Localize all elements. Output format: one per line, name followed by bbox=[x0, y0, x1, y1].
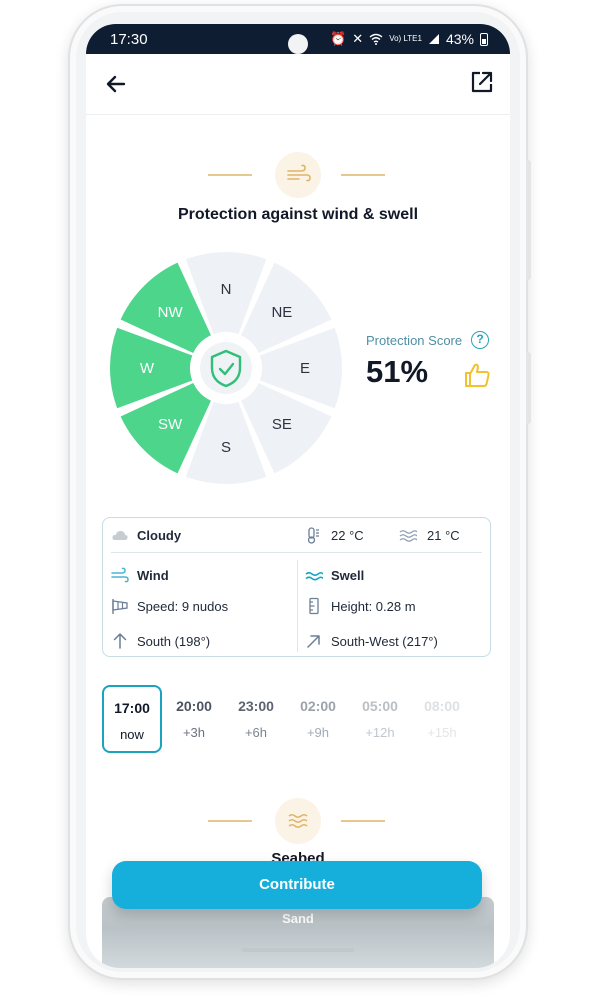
timeline-slot-time: 20:00 bbox=[176, 698, 212, 714]
rose-label-s: S bbox=[221, 439, 231, 456]
protection-score-value: 51% bbox=[366, 354, 429, 389]
rose-sector-e bbox=[259, 327, 342, 409]
protection-section-header bbox=[86, 152, 510, 198]
wind-icon bbox=[111, 567, 129, 583]
screen: 17:30 ⏰ ✕ Vo) LTE1 43% bbox=[86, 24, 510, 968]
weather-condition: Cloudy bbox=[137, 528, 182, 543]
battery-percent: 43% bbox=[445, 31, 474, 47]
timeline-slot[interactable]: 05:00 +12h bbox=[350, 685, 410, 753]
seabed-section-header bbox=[86, 798, 510, 844]
forecast-timeline: 17:00 now 20:00 +3h 23:00 +6h 02:00 +9h 05:00 +12… bbox=[102, 685, 510, 755]
shield-check-icon bbox=[210, 349, 242, 388]
contribute-button[interactable]: Contribute bbox=[112, 861, 482, 909]
seabed-card-label: Sand bbox=[282, 911, 314, 926]
cloud-icon bbox=[112, 531, 128, 540]
timeline-slot[interactable]: 02:00 +9h bbox=[288, 685, 348, 753]
thermometer-icon bbox=[307, 527, 319, 544]
water-temperature: 21 °C bbox=[427, 528, 460, 543]
mute-icon: ✕ bbox=[352, 31, 364, 46]
power-button bbox=[526, 352, 531, 424]
wifi-icon bbox=[369, 33, 383, 45]
timeline-slot-offset: +6h bbox=[244, 725, 268, 740]
battery-icon bbox=[480, 32, 488, 46]
timeline-slot-offset: +3h bbox=[182, 725, 206, 740]
arrow-left-icon[interactable] bbox=[102, 70, 130, 98]
swell-title: Swell bbox=[331, 568, 365, 583]
rose-label-e: E bbox=[300, 360, 310, 377]
camera-cutout bbox=[288, 34, 308, 54]
weather-summary-row: Cloudy 22 °C 21 °C bbox=[103, 518, 490, 552]
rose-sector-sw bbox=[120, 383, 211, 474]
timeline-slot-time: 23:00 bbox=[238, 698, 274, 714]
divider-line bbox=[341, 820, 385, 822]
weather-card-divider bbox=[111, 552, 482, 553]
weather-card-column-divider bbox=[297, 560, 298, 652]
status-time: 17:30 bbox=[110, 31, 148, 48]
ruler-icon bbox=[309, 597, 319, 615]
weather-card: Cloudy 22 °C 21 °C Wind Speed: 9 nudos bbox=[102, 517, 491, 657]
waves-icon bbox=[305, 571, 323, 581]
app-bar bbox=[86, 54, 510, 114]
water-temperature-icon bbox=[399, 530, 417, 542]
rose-sector-n bbox=[185, 252, 267, 335]
signal-icon bbox=[428, 34, 439, 44]
timeline-slot-offset: now bbox=[120, 727, 144, 742]
rose-label-nw: NW bbox=[158, 304, 184, 321]
status-bar: 17:30 ⏰ ✕ Vo) LTE1 43% bbox=[86, 24, 510, 54]
windsock-icon bbox=[112, 599, 128, 614]
section-icon-circle bbox=[275, 798, 321, 844]
timeline-slot[interactable]: 08:00 +15h bbox=[412, 685, 472, 753]
timeline-slot-time: 08:00 bbox=[424, 698, 460, 714]
home-indicator bbox=[242, 948, 354, 952]
wind-icon bbox=[287, 164, 311, 182]
external-link-icon[interactable] bbox=[468, 68, 496, 96]
protection-title: Protection against wind & swell bbox=[177, 206, 419, 223]
volume-button bbox=[526, 160, 531, 280]
rose-sector-nw bbox=[120, 262, 211, 353]
thumbs-up-icon bbox=[465, 363, 490, 387]
rose-label-sw: SW bbox=[158, 416, 183, 433]
rose-sector-se bbox=[241, 383, 332, 474]
protection-score-label: Protection Score bbox=[366, 333, 463, 348]
rose-center-inner bbox=[200, 342, 252, 394]
rose-label-ne: NE bbox=[271, 304, 292, 321]
arrow-up-icon bbox=[113, 633, 127, 649]
timeline-slot[interactable]: 17:00 now bbox=[102, 685, 162, 753]
timeline-slot-time: 05:00 bbox=[362, 698, 398, 714]
rose-label-n: N bbox=[221, 281, 232, 298]
app-bar-divider bbox=[86, 114, 510, 115]
divider-line bbox=[208, 820, 252, 822]
timeline-slot-time: 02:00 bbox=[300, 698, 336, 714]
divider-line bbox=[208, 174, 252, 176]
wind-speed: Speed: 9 nudos bbox=[137, 599, 229, 614]
timeline-slot-offset: +9h bbox=[306, 725, 330, 740]
timeline-slot-time: 17:00 bbox=[114, 700, 150, 716]
swell-height: Height: 0.28 m bbox=[331, 599, 416, 614]
swell-direction: South-West (217°) bbox=[331, 634, 438, 649]
timeline-slot-offset: +12h bbox=[365, 725, 395, 740]
status-icons: ⏰ ✕ Vo) LTE1 43% bbox=[330, 31, 488, 47]
divider-line bbox=[341, 174, 385, 176]
network-label: Vo) LTE1 bbox=[389, 34, 422, 43]
rose-label-w: W bbox=[140, 360, 155, 377]
rose-sector-s bbox=[185, 401, 267, 484]
question-circle-icon[interactable]: ? bbox=[471, 331, 489, 349]
wind-title: Wind bbox=[137, 568, 169, 583]
timeline-slot[interactable]: 20:00 +3h bbox=[164, 685, 224, 753]
timeline-slot[interactable]: 23:00 +6h bbox=[226, 685, 286, 753]
air-temperature: 22 °C bbox=[331, 528, 364, 543]
arrow-up-right-icon bbox=[307, 635, 320, 648]
wind-rose: N NE E SE S SW W NW bbox=[110, 252, 342, 484]
alarm-icon: ⏰ bbox=[330, 31, 347, 46]
wind-direction: South (198°) bbox=[137, 634, 211, 649]
rose-sector-w bbox=[110, 327, 193, 409]
rose-label-se: SE bbox=[272, 416, 292, 433]
section-icon-circle bbox=[275, 152, 321, 198]
waves-icon bbox=[288, 814, 308, 828]
timeline-slot-offset: +15h bbox=[427, 725, 457, 740]
rose-sector-ne bbox=[241, 262, 332, 353]
